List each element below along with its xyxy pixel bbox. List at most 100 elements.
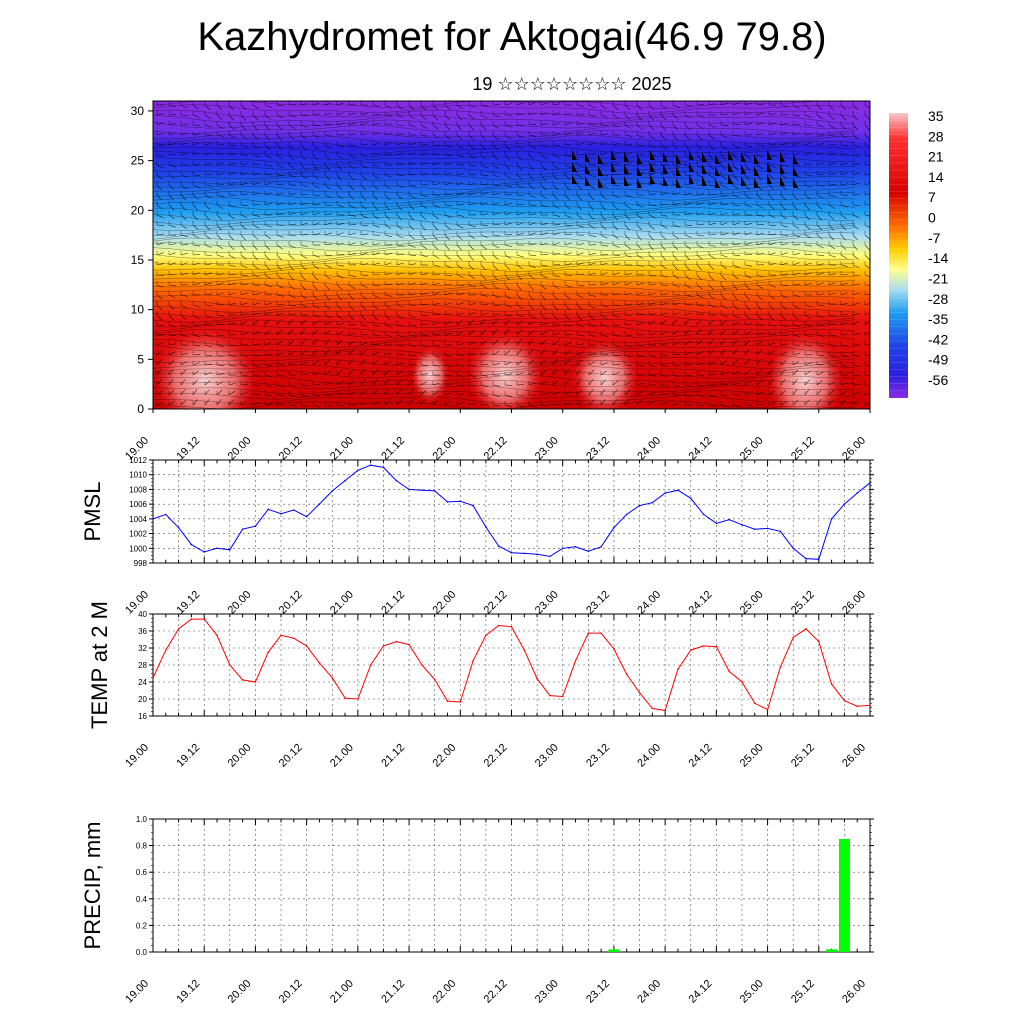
temp-x-tick-label: 24.12 [687,742,715,770]
wind-barb [648,400,655,406]
wind-barb [432,214,439,220]
wind-barb [228,322,236,326]
wind-barb [168,379,174,386]
pmsl-point [203,551,205,553]
temp-point [574,660,577,662]
wind-barb [252,124,258,131]
wind-barb [360,113,368,116]
wind-barb [192,272,200,276]
wind-barb [852,124,859,131]
wind-barb [192,234,200,239]
page-subtitle: 19 ☆☆☆☆☆☆☆☆ 2025 [472,74,672,94]
wind-barb [804,244,812,247]
wind-barb [624,303,632,306]
wind-barb [408,334,416,337]
wind-barb [300,144,307,151]
wind-barb [720,212,728,216]
wind-barb [396,133,404,136]
temp-point [267,651,270,654]
wind-barb [384,399,391,406]
warm-core [153,325,260,409]
wind-barb [804,304,812,308]
wind-barb [252,204,261,206]
wind-barb [168,294,176,299]
wind-barb [744,264,752,267]
wind-barb [456,343,464,346]
wind-barb [816,263,824,266]
temp-point [818,640,820,643]
pmsl-x-tick-label: 23.00 [533,589,561,617]
wind-barb [300,339,306,346]
wind-barb [276,304,285,306]
wind-barb [612,162,620,166]
wind-barb [168,214,175,220]
wind-barb [648,104,655,110]
colorbar-label: 21 [928,149,944,165]
isotherm [153,359,856,369]
wind-barb [756,164,763,170]
wind-barb [564,294,571,300]
wind-barb [828,244,835,250]
profile-y-tick-label: 5 [137,352,144,366]
wind-barb [312,184,320,189]
colorbar-label: -42 [928,331,948,347]
wind-barb [216,194,224,198]
precip-x-tick-label: 21.12 [379,978,407,1006]
wind-barb [156,242,164,246]
wind-barb [732,404,740,407]
wind-barb [588,334,596,337]
wind-barb [696,384,704,387]
wind-barb [612,114,620,120]
wind-barb [288,114,296,117]
wind-barb [840,124,847,130]
wind-barb [708,244,716,247]
wind-barb [156,304,163,311]
wind-barb [192,214,198,221]
wind-barb [792,153,800,156]
precip-x-tick-label: 24.00 [635,978,663,1006]
wind-barb [264,104,272,108]
precip-bar [826,949,837,952]
wind-barb [288,304,297,306]
wind-barb [816,244,824,248]
wind-barb [372,379,378,386]
wind-barb [600,133,608,136]
wind-barb [768,359,774,366]
wind-barb [264,154,272,159]
wind-barb [564,233,572,236]
wind-barb [480,294,488,297]
wind-barb [432,162,440,166]
wind-barb [312,254,320,258]
wind-barb [300,164,307,170]
wind-barb [480,154,487,160]
wind-pennant [741,176,746,186]
wind-barb [732,204,741,206]
wind-barb [276,174,285,176]
wind-barb [480,183,488,186]
wind-barb [348,380,355,386]
wind-barb [252,319,259,326]
temp-point [779,666,782,668]
temp-x-tick-label: 21.12 [379,742,407,770]
wind-barb [864,134,870,141]
wind-barb [180,184,187,190]
wind-barb [600,304,608,308]
temp-point [702,645,705,647]
wind-barb [444,374,452,377]
wind-barb [276,394,284,397]
wind-barb [708,154,714,161]
wind-barb [816,124,824,128]
pmsl-y-tick-label: 1000 [129,544,147,553]
wind-barb [864,364,870,367]
wind-barb [396,389,402,396]
wind-barb [156,369,162,376]
temp-point [369,664,372,666]
wind-barb [504,103,512,106]
wind-barb [720,372,728,376]
wind-barb [828,204,836,209]
wind-barb [420,399,426,406]
wind-barb [336,304,343,311]
temp-point [856,705,858,707]
wind-barb [168,273,176,276]
wind-barb [636,382,644,386]
